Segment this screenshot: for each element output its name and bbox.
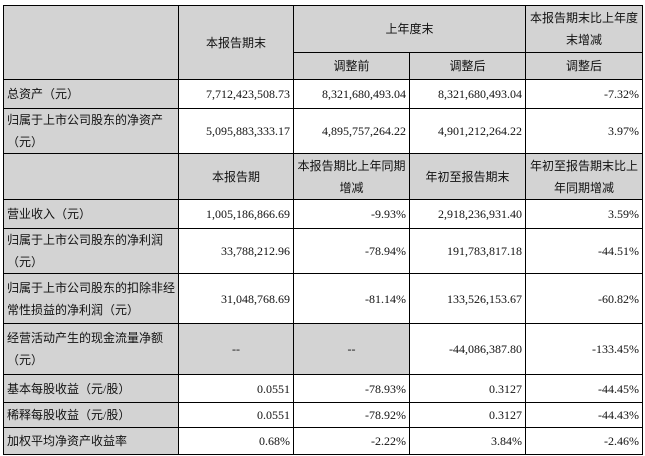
cell-ytd: 2,918,236,931.40 (408, 199, 527, 229)
cell-current: 7,712,423,508.73 (178, 79, 294, 109)
table-row: 归属于上市公司股东的净利润（元） 33,788,212.96 -78.94% 1… (3, 228, 644, 274)
table-row: 加权平均净资产收益率 0.68% -2.22% 3.84% -2.46% (3, 427, 644, 455)
header-blank (3, 5, 179, 80)
cell-yoy: -- (293, 323, 410, 375)
row-label: 归属于上市公司股东的扣除非经常性损益的净利润（元） (3, 273, 179, 324)
header-row-1: 本报告期末 上年度末 本报告期末比上年度末增减 (3, 5, 644, 80)
cell-before: 8,321,680,493.04 (293, 79, 410, 109)
header-blank-2 (3, 153, 179, 200)
cell-current: 5,095,883,333.17 (178, 108, 294, 154)
cell-current: 1,005,186,866.69 (178, 199, 294, 229)
cell-ytd: 0.3127 (408, 374, 527, 403)
cell-yoy: -78.93% (293, 374, 410, 403)
cell-ytd-yoy: -133.45% (525, 323, 644, 375)
header-ytd: 年初至报告期末 (408, 153, 527, 200)
table-row: 基本每股收益（元/股） 0.0551 -78.93% 0.3127 -44.45… (3, 374, 644, 403)
row-label: 总资产（元） (3, 79, 179, 109)
cell-change: 3.97% (525, 108, 644, 154)
header-ytd-yoy-change: 年初至报告期末比上年同期增减 (525, 153, 644, 200)
cell-after: 4,901,212,264.22 (408, 108, 527, 154)
cell-ytd-yoy: 3.59% (525, 199, 644, 229)
cell-yoy: -78.94% (293, 228, 410, 274)
header-yoy-change: 本报告期比上年同期增减 (293, 153, 410, 200)
header-current-period: 本报告期 (178, 153, 294, 200)
table-row: 归属于上市公司股东的扣除非经常性损益的净利润（元） 31,048,768.69 … (3, 273, 644, 324)
cell-current: 33,788,212.96 (178, 228, 294, 274)
cell-before: 4,895,757,264.22 (293, 108, 410, 154)
row-label: 稀释每股收益（元/股） (3, 402, 179, 428)
cell-yoy: -9.93% (293, 199, 410, 229)
table-row: 经营活动产生的现金流量净额（元） -- -- -44,086,387.80 -1… (3, 323, 644, 375)
header-current-period-end: 本报告期末 (178, 5, 294, 80)
row-label: 加权平均净资产收益率 (3, 427, 179, 455)
row-label: 营业收入（元） (3, 199, 179, 229)
header-after-adjust: 调整后 (408, 52, 527, 80)
cell-after: 8,321,680,493.04 (408, 79, 527, 109)
cell-yoy: -81.14% (293, 273, 410, 324)
cell-ytd: -44,086,387.80 (408, 323, 527, 375)
table-row: 营业收入（元） 1,005,186,866.69 -9.93% 2,918,23… (3, 199, 644, 229)
cell-ytd-yoy: -44.43% (525, 402, 644, 428)
financial-summary-table: 本报告期末 上年度末 本报告期末比上年度末增减 调整前 调整后 调整后 总资产（… (3, 5, 644, 455)
cell-ytd: 133,526,153.67 (408, 273, 527, 324)
cell-current: 0.68% (178, 427, 294, 455)
cell-current: -- (178, 323, 294, 375)
row-label: 经营活动产生的现金流量净额（元） (3, 323, 179, 375)
cell-current: 0.0551 (178, 402, 294, 428)
row-label: 基本每股收益（元/股） (3, 374, 179, 403)
cell-ytd-yoy: -2.46% (525, 427, 644, 455)
cell-ytd-yoy: -60.82% (525, 273, 644, 324)
header-after-adjust-2: 调整后 (525, 52, 644, 80)
cell-current: 0.0551 (178, 374, 294, 403)
table-row: 总资产（元） 7,712,423,508.73 8,321,680,493.04… (3, 79, 644, 109)
cell-ytd: 3.84% (408, 427, 527, 455)
cell-ytd-yoy: -44.51% (525, 228, 644, 274)
cell-change: -7.32% (525, 79, 644, 109)
cell-yoy: -2.22% (293, 427, 410, 455)
header-change-vs-prior-year-end: 本报告期末比上年度末增减 (525, 5, 644, 53)
header-row-2: 调整前 调整后 调整后 (4, 52, 644, 80)
cell-ytd-yoy: -44.45% (525, 374, 644, 403)
cell-ytd: 0.3127 (408, 402, 527, 428)
header-row-3: 本报告期 本报告期比上年同期增减 年初至报告期末 年初至报告期末比上年同期增减 (3, 153, 644, 200)
row-label: 归属于上市公司股东的净资产（元） (3, 108, 179, 154)
header-before-adjust: 调整前 (293, 52, 410, 80)
cell-yoy: -78.92% (293, 402, 410, 428)
table-row: 归属于上市公司股东的净资产（元） 5,095,883,333.17 4,895,… (3, 108, 644, 154)
cell-ytd: 191,783,817.18 (408, 228, 527, 274)
table-row: 稀释每股收益（元/股） 0.0551 -78.92% 0.3127 -44.43… (3, 402, 644, 428)
row-label: 归属于上市公司股东的净利润（元） (3, 228, 179, 274)
cell-current: 31,048,768.69 (178, 273, 294, 324)
header-prior-year-end: 上年度末 (292, 5, 527, 53)
